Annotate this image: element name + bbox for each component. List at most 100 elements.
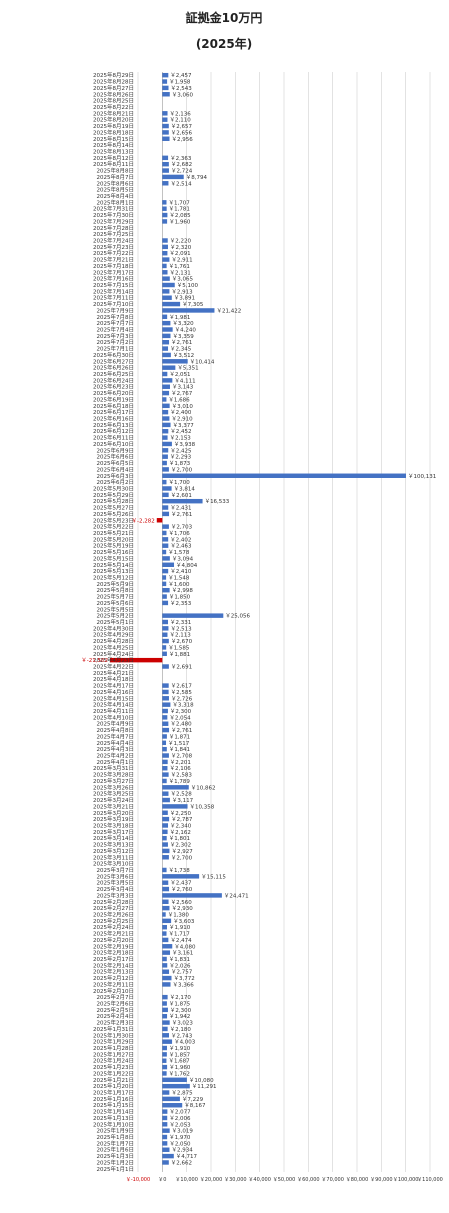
- bar: [156, 518, 163, 523]
- bar: [162, 1077, 187, 1083]
- data-label: ￥2,136: [170, 110, 192, 117]
- category-label: 2025年1月1日: [97, 1165, 135, 1173]
- category-label: 2025年7月31日: [93, 205, 134, 213]
- category-label: 2025年7月9日: [97, 306, 135, 314]
- category-label: 2025年8月18日: [93, 128, 134, 136]
- category-label: 2025年5月1日: [97, 618, 135, 626]
- bar: [162, 276, 170, 281]
- data-label: ￥3,065: [172, 276, 194, 283]
- category-label: 2025年8月28日: [93, 78, 134, 86]
- bar: [162, 460, 167, 466]
- bar: [162, 944, 173, 949]
- data-label: ￥-21,502: [81, 657, 108, 664]
- bar: [162, 429, 169, 434]
- category-label: 2025年4月15日: [93, 694, 134, 702]
- bar: [162, 918, 172, 924]
- bar: [162, 422, 171, 428]
- category-label: 2025年2月7日: [97, 993, 135, 1001]
- data-label: ￥5,351: [177, 365, 198, 372]
- data-label: ￥2,691: [171, 664, 192, 671]
- category-label: 2025年2月18日: [93, 949, 134, 957]
- bar: [162, 1026, 168, 1032]
- category-label: 2025年8月20日: [93, 116, 134, 124]
- bar: [162, 238, 168, 243]
- bar: [162, 613, 224, 618]
- bar: [162, 982, 171, 987]
- category-label: 2025年8月4日: [97, 192, 135, 200]
- bar: [162, 632, 168, 637]
- bar: [162, 174, 184, 180]
- bar: [162, 1147, 170, 1152]
- category-label: 2025年6月11日: [93, 434, 134, 442]
- data-label: ￥2,761: [171, 339, 192, 346]
- bar: [162, 835, 167, 841]
- bar: [162, 390, 170, 396]
- bar: [162, 289, 170, 294]
- category-label: 2025年7月28日: [93, 224, 134, 232]
- data-label: ￥2,431: [170, 505, 191, 512]
- bar: [162, 568, 169, 574]
- bar: [162, 1013, 168, 1019]
- bar: [162, 333, 171, 339]
- bar: [162, 136, 170, 141]
- category-label: 2025年6月23日: [93, 383, 134, 391]
- bar: [162, 1052, 167, 1057]
- x-tick-label: ￥80,000: [346, 1177, 369, 1183]
- bar: [162, 848, 170, 854]
- data-label: ￥3,938: [174, 441, 196, 448]
- bar: [162, 1045, 167, 1051]
- bar: [162, 492, 169, 498]
- category-label: 2025年4月23日: [93, 656, 134, 664]
- data-label: ￥3,318: [172, 702, 194, 709]
- category-label: 2025年4月10日: [93, 713, 134, 721]
- bar: [162, 435, 168, 440]
- category-label: 2025年7月11日: [93, 294, 134, 302]
- data-label: ￥2,201: [170, 759, 191, 766]
- data-label: ￥11,291: [192, 1083, 217, 1090]
- bar: [162, 340, 170, 345]
- data-label: ￥2,787: [171, 816, 193, 823]
- bar: [162, 1122, 168, 1127]
- bar: [162, 486, 172, 491]
- category-label: 2025年5月5日: [97, 605, 135, 613]
- bar: [162, 111, 168, 116]
- data-label: ￥4,003: [174, 1039, 196, 1046]
- data-label: ￥1,517: [168, 740, 190, 747]
- bar: [162, 619, 169, 625]
- bar: [162, 1109, 168, 1114]
- bar: [162, 327, 173, 332]
- data-label: ￥1,762: [169, 1070, 190, 1077]
- data-label: ￥2,402: [170, 536, 191, 543]
- data-label: ￥2,293: [170, 454, 192, 461]
- data-label: ￥1,910: [169, 1045, 191, 1052]
- data-label: ￥2,560: [171, 899, 193, 906]
- category-label: 2025年2月19日: [93, 942, 134, 950]
- category-label: 2025年1月8日: [97, 1133, 135, 1141]
- bar: [162, 92, 170, 97]
- category-label: 2025年1月9日: [97, 1127, 135, 1135]
- bar: [162, 886, 170, 892]
- data-label: ￥10,080: [189, 1077, 214, 1084]
- category-label: 2025年8月1日: [97, 198, 135, 206]
- category-label: 2025年5月9日: [97, 580, 135, 588]
- bar: [162, 753, 169, 758]
- category-label: 2025年7月29日: [93, 217, 134, 225]
- category-label: 2025年7月17日: [93, 268, 134, 276]
- category-label: 2025年4月1日: [97, 758, 135, 766]
- data-label: ￥7,229: [182, 1096, 204, 1103]
- bar: [162, 708, 168, 714]
- bar: [162, 969, 170, 974]
- category-label: 2025年8月25日: [93, 97, 134, 105]
- category-label: 2025年8月15日: [93, 135, 134, 143]
- bar: [162, 556, 170, 561]
- data-label: ￥2,302: [170, 842, 191, 849]
- x-tick-label: ￥50,000: [273, 1177, 296, 1183]
- data-label: ￥3,814: [174, 485, 196, 492]
- category-label: 2025年6月19日: [93, 395, 134, 403]
- category-label: 2025年4月7日: [97, 732, 135, 740]
- bar: [162, 123, 169, 129]
- bar: [162, 587, 170, 593]
- category-label: 2025年8月19日: [93, 122, 134, 130]
- category-label: 2025年6月12日: [93, 427, 134, 435]
- bar: [162, 524, 169, 529]
